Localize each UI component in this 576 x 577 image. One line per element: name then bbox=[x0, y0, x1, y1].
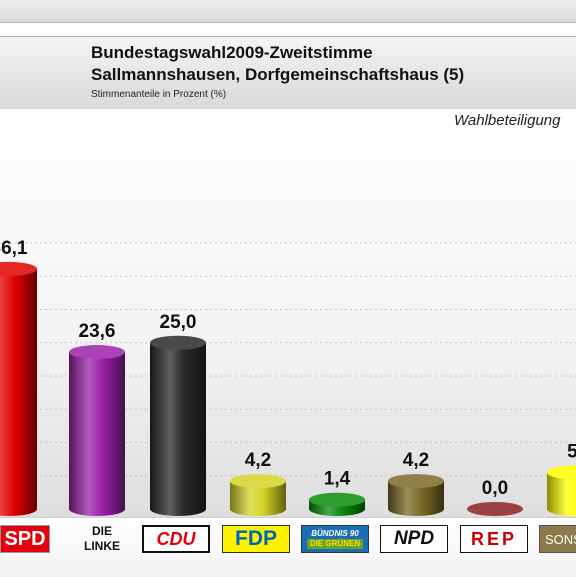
gruene-logo-line2: DIE GRÜNEN bbox=[306, 539, 364, 549]
bar-value-label: 4,2 bbox=[245, 450, 271, 471]
sonstige-logo: SONS bbox=[539, 525, 576, 553]
bar-value-label: 36,1 bbox=[0, 238, 28, 259]
bar bbox=[150, 335, 206, 516]
npd-logo: NPD bbox=[380, 525, 448, 553]
top-strip bbox=[0, 0, 576, 23]
bar-top bbox=[309, 492, 365, 507]
chart-unit-note: Stimmenanteile in Prozent (%) bbox=[91, 89, 227, 100]
bar-top bbox=[547, 465, 576, 480]
bar-body bbox=[388, 481, 444, 516]
turnout-label: Wahlbeteiligung bbox=[454, 112, 561, 129]
chart-title: Bundestagswahl2009-Zweitstimme bbox=[91, 43, 373, 62]
bar-value-label: 1,4 bbox=[324, 469, 351, 490]
chart-header: Bundestagswahl2009-Zweitstimme Sallmanns… bbox=[0, 36, 576, 110]
bar bbox=[230, 474, 286, 516]
rep-logo: REP bbox=[460, 525, 528, 553]
bar-top bbox=[0, 261, 37, 276]
linke-logo: DIE LINKE bbox=[72, 522, 132, 556]
bar-chart: 36,1 23,6 25,0 4,2 1,4 4,2 0,0 5, bbox=[0, 238, 576, 516]
bar-body bbox=[547, 472, 576, 516]
plot-area: 36,1 23,6 25,0 4,2 1,4 4,2 0,0 5, bbox=[0, 109, 576, 517]
bar bbox=[388, 474, 444, 516]
bar-value-label: 23,6 bbox=[79, 321, 116, 342]
linke-logo-line2: LINKE bbox=[84, 539, 120, 553]
gruene-logo-line1: BÜNDNIS 90 bbox=[311, 529, 359, 538]
chart-subtitle: Sallmannshausen, Dorfgemeinschaftshaus (… bbox=[91, 65, 465, 84]
linke-logo-line1: DIE bbox=[91, 524, 112, 538]
bar bbox=[309, 492, 365, 516]
bar bbox=[69, 345, 125, 516]
bar bbox=[467, 502, 523, 516]
bar-body bbox=[150, 342, 206, 516]
bar-top bbox=[69, 345, 125, 360]
bar-value-label: 25,0 bbox=[160, 312, 197, 333]
bar bbox=[547, 465, 576, 516]
bar-top bbox=[388, 474, 444, 489]
fdp-logo: FDP bbox=[222, 525, 290, 553]
bar-value-label: 5, bbox=[567, 441, 576, 462]
bar-body bbox=[0, 268, 37, 516]
bar-body bbox=[230, 481, 286, 516]
bar-body bbox=[69, 352, 125, 516]
bar-top bbox=[467, 502, 523, 516]
bar-value-label: 4,2 bbox=[403, 450, 429, 471]
bar-top bbox=[150, 335, 206, 350]
cdu-logo: CDU bbox=[142, 525, 210, 553]
party-legend: SPD DIE LINKE CDU FDP BÜNDNIS 90 DIE GRÜ… bbox=[0, 517, 576, 577]
gruene-logo: BÜNDNIS 90 DIE GRÜNEN bbox=[301, 525, 369, 553]
bar-value-label: 0,0 bbox=[482, 478, 508, 499]
bar-top bbox=[230, 474, 286, 489]
bar bbox=[0, 261, 37, 516]
spd-logo: SPD bbox=[0, 525, 50, 553]
